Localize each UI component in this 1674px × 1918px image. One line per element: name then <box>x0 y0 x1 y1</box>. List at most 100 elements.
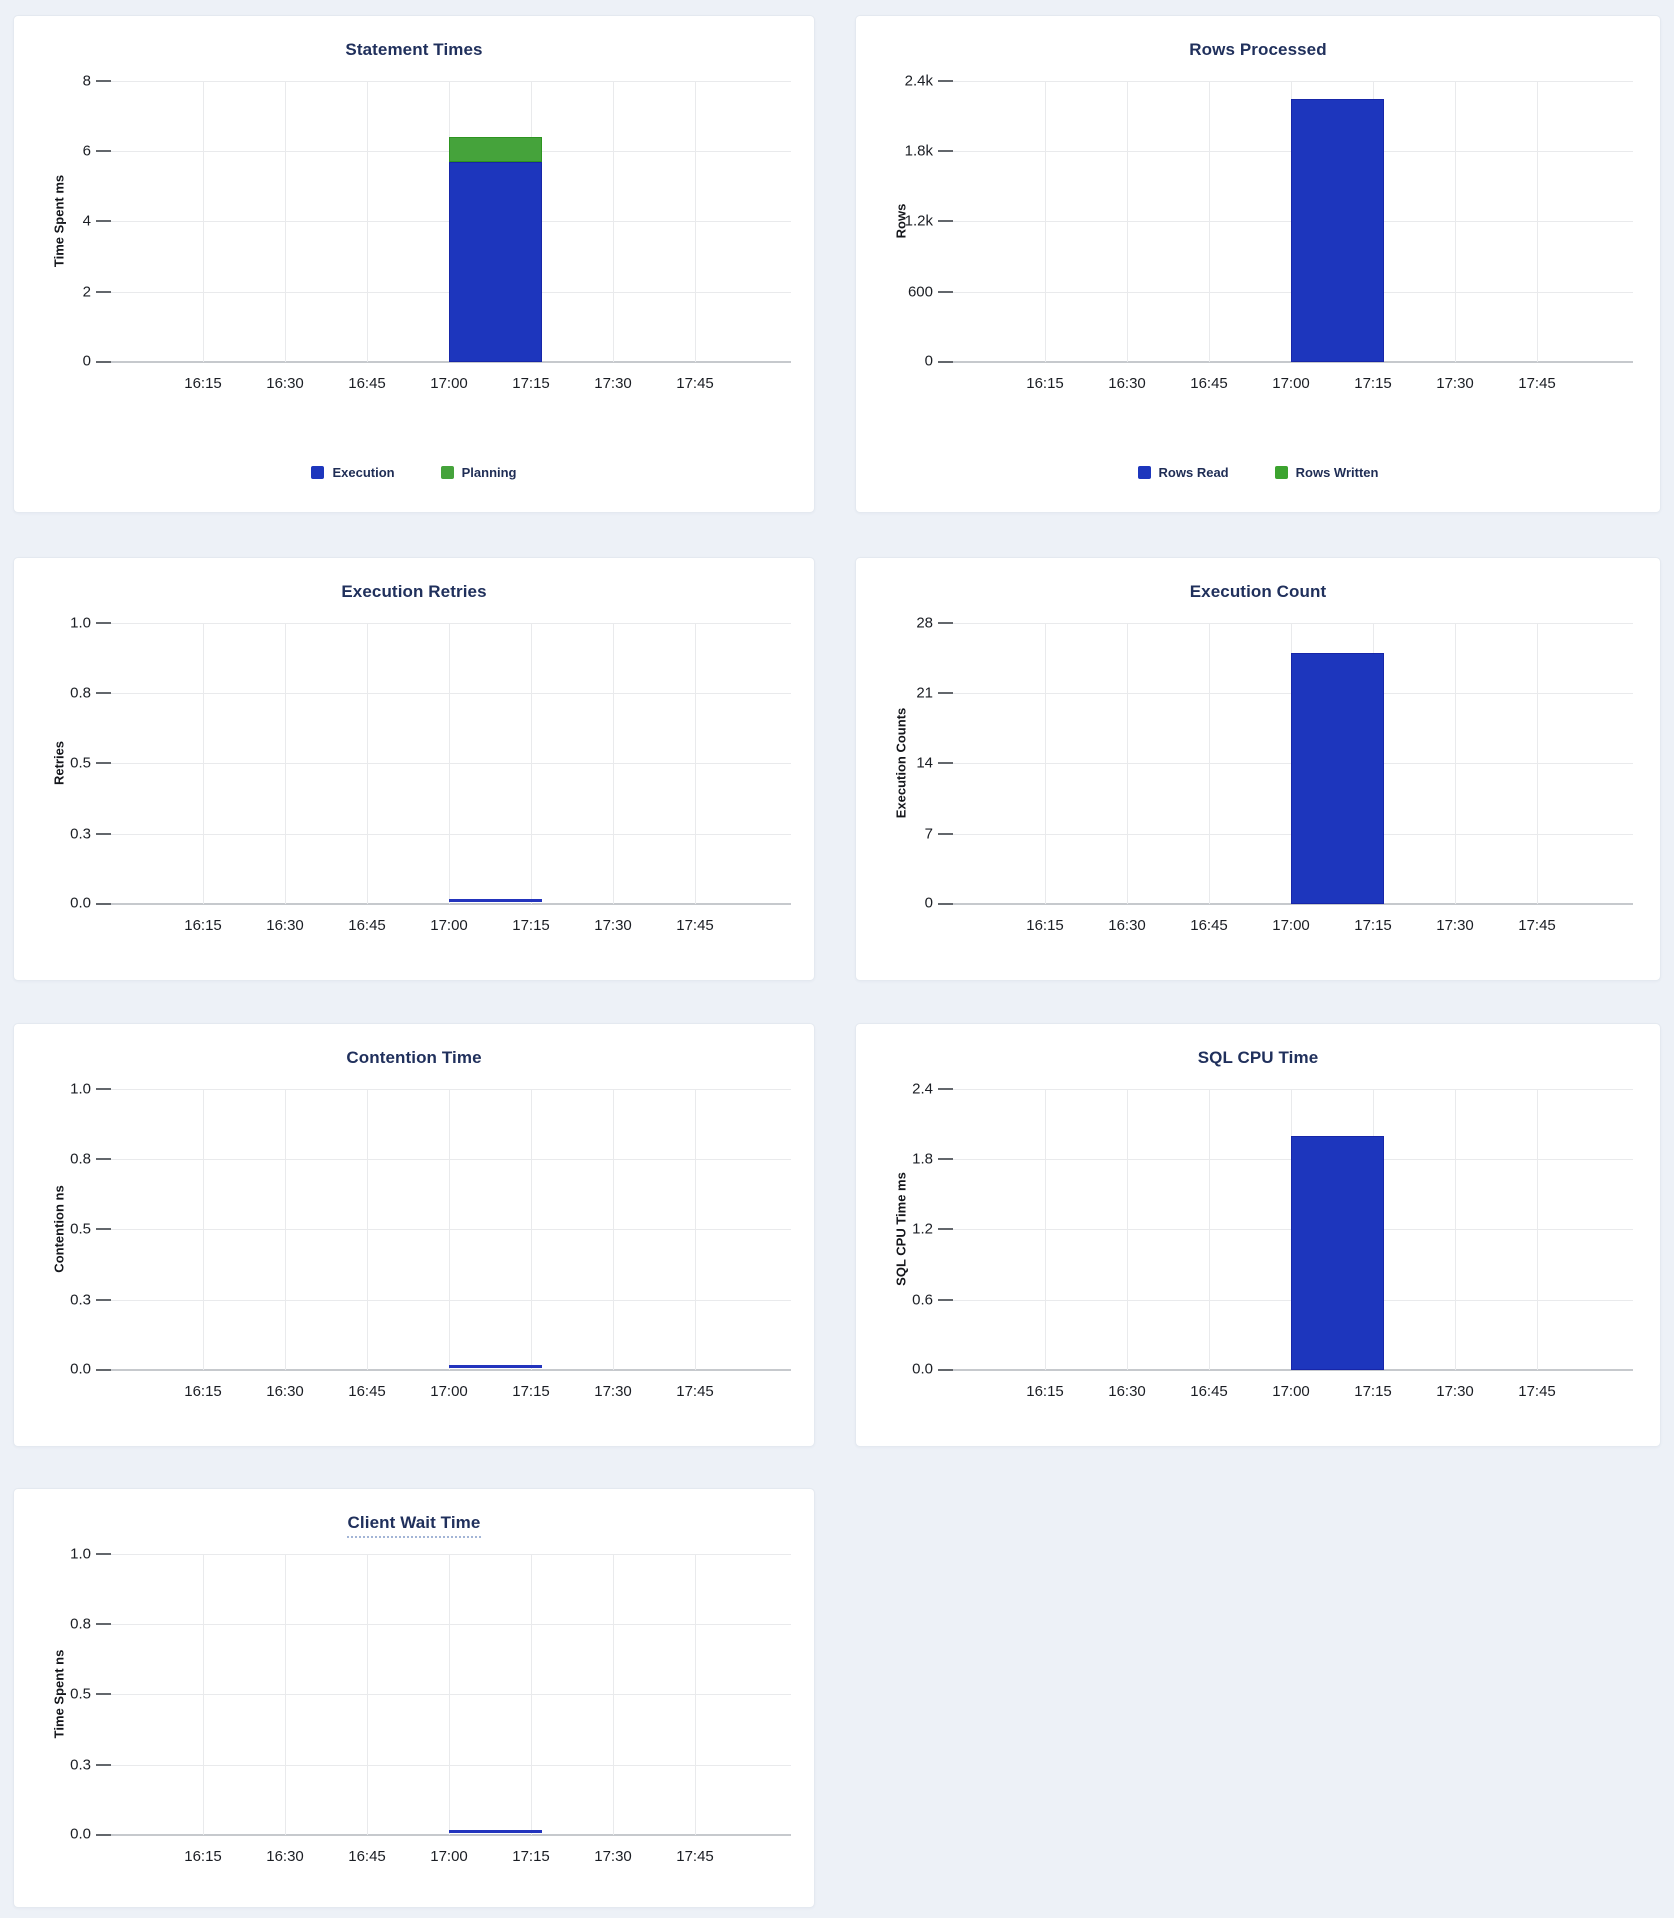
y-tick-label: 0.8 <box>70 1150 91 1168</box>
gridline <box>96 1299 791 1301</box>
x-tick-label: 17:00 <box>430 917 468 934</box>
x-tick-label: 17:15 <box>512 375 550 392</box>
gridline <box>449 1089 450 1370</box>
plot-area-execution-count[interactable]: Execution Counts 28 21 14 7 0 16:15 16:30 16:45… <box>894 615 1633 934</box>
y-tick-label: 2 <box>82 283 91 301</box>
x-tick-label: 16:30 <box>266 1848 304 1865</box>
chart-title-execution-count: Execution Count <box>856 558 1660 602</box>
x-tick-label: 16:45 <box>348 1848 386 1865</box>
chart-card-statement-times: Statement Times Time Spent ms 8 6 4 2 0 16:15… <box>13 15 815 513</box>
plot-area-statement-times[interactable]: Time Spent ms 8 6 4 2 0 16:15 16:30 16:45 17:00 1… <box>52 73 791 392</box>
chart-title-client-wait-time[interactable]: Client Wait Time <box>14 1489 814 1538</box>
x-tick-label: 17:30 <box>1436 1383 1474 1400</box>
chart-legend: Rows Read Rows Written <box>856 465 1660 480</box>
y-tick-label: 1.2k <box>904 212 933 230</box>
y-tick-label: 0.0 <box>70 1825 91 1843</box>
gridline <box>695 1554 696 1835</box>
y-axis-label: SQL CPU Time ms <box>893 1172 909 1286</box>
x-tick-label: 16:45 <box>1190 917 1228 934</box>
bar-rows-read <box>1291 98 1384 362</box>
x-tick-label: 17:45 <box>1518 1383 1556 1400</box>
y-tick-label: 2.4 <box>912 1080 933 1098</box>
chart-title-text: Execution Retries <box>341 582 487 601</box>
bar-sql-cpu-time <box>1291 1135 1384 1370</box>
plot-area-rows-processed[interactable]: Rows 2.4k 1.8k 1.2k 600 0 16:15 16:30 16:45 17:0… <box>894 73 1633 392</box>
legend-swatch-planning <box>440 466 454 479</box>
x-tick-label: 17:00 <box>430 1383 468 1400</box>
x-tick-label: 16:45 <box>1190 1383 1228 1400</box>
x-tick-label: 16:45 <box>348 917 386 934</box>
x-tick-label: 17:30 <box>594 375 632 392</box>
chart-card-sql-cpu-time: SQL CPU Time SQL CPU Time ms 2.4 1.8 1.2 0.… <box>855 1023 1661 1447</box>
x-tick-label: 16:15 <box>1026 917 1064 934</box>
y-tick-label: 6 <box>82 142 91 160</box>
y-axis-label: Execution Counts <box>893 707 909 819</box>
x-axis-line <box>96 1369 791 1371</box>
y-tick-label: 1.2 <box>912 1220 933 1238</box>
x-tick-label: 16:45 <box>348 375 386 392</box>
gridline <box>1045 1089 1046 1370</box>
legend-swatch-rows-written <box>1274 466 1288 479</box>
plot-area-contention-time[interactable]: Contention ns 1.0 0.8 0.5 0.3 0.0 16:15 16:30 1… <box>52 1081 791 1400</box>
chart-title-contention-time: Contention Time <box>14 1024 814 1068</box>
y-tick-label: 0.5 <box>70 1685 91 1703</box>
x-tick-label: 17:00 <box>1272 917 1310 934</box>
bar-planning <box>449 137 542 162</box>
gridline <box>613 1089 614 1370</box>
y-tick-label: 21 <box>916 684 933 702</box>
chart-card-rows-processed: Rows Processed Rows 2.4k 1.8k 1.2k 600 0 16:1… <box>855 15 1661 513</box>
gridline <box>938 80 1633 82</box>
x-tick-label: 17:45 <box>1518 375 1556 392</box>
gridline <box>96 1158 791 1160</box>
x-axis-line <box>938 903 1633 905</box>
x-tick-label: 17:15 <box>512 1848 550 1865</box>
legend-swatch-execution <box>311 466 325 479</box>
gridline <box>96 1088 791 1090</box>
chart-title-text-tooltip[interactable]: Client Wait Time <box>346 1513 482 1538</box>
y-tick-label: 0.8 <box>70 1615 91 1633</box>
x-axis-line <box>96 361 791 363</box>
plot-area-client-wait-time[interactable]: Time Spent ns 1.0 0.8 0.5 0.3 0.0 16:15 16:30 1… <box>52 1546 791 1865</box>
gridline <box>695 81 696 362</box>
gridline <box>1127 1089 1128 1370</box>
gridline <box>1209 1089 1210 1370</box>
x-tick-label: 16:45 <box>1190 375 1228 392</box>
y-tick-label: 0.3 <box>70 1756 91 1774</box>
x-tick-label: 17:15 <box>1354 917 1392 934</box>
gridline <box>285 81 286 362</box>
y-tick-label: 2.4k <box>904 72 933 90</box>
bar-execution <box>449 161 542 362</box>
plot-area-execution-retries[interactable]: Retries 1.0 0.8 0.5 0.3 0.0 16:15 16:30 16:45 17… <box>52 615 791 934</box>
gridline <box>96 1228 791 1230</box>
x-tick-label: 16:30 <box>266 1383 304 1400</box>
zero-value-line <box>449 1830 542 1833</box>
gridline <box>613 81 614 362</box>
x-tick-label: 17:30 <box>1436 375 1474 392</box>
gridline <box>1455 1089 1456 1370</box>
gridline <box>367 81 368 362</box>
gridline <box>203 1554 204 1835</box>
gridline <box>449 1554 450 1835</box>
y-tick-label: 0.3 <box>70 1291 91 1309</box>
gridline <box>203 623 204 904</box>
x-tick-label: 16:30 <box>1108 917 1146 934</box>
y-tick-label: 1.0 <box>70 1545 91 1563</box>
x-tick-label: 17:30 <box>594 917 632 934</box>
gridline <box>96 1764 791 1766</box>
y-tick-label: 0 <box>924 894 933 912</box>
gridline <box>367 1554 368 1835</box>
gridline <box>285 1554 286 1835</box>
gridline <box>695 623 696 904</box>
x-tick-label: 16:30 <box>266 917 304 934</box>
gridline <box>695 1089 696 1370</box>
gridline <box>285 623 286 904</box>
plot-area-sql-cpu-time[interactable]: SQL CPU Time ms 2.4 1.8 1.2 0.6 0.0 16:15 16:3… <box>894 1081 1633 1400</box>
chart-card-client-wait-time: Client Wait Time Time Spent ns 1.0 0.8 0.5… <box>13 1488 815 1908</box>
y-axis-label: Retries <box>51 740 67 786</box>
legend-label: Rows Written <box>1295 465 1379 480</box>
y-tick-label: 8 <box>82 72 91 90</box>
gridline <box>367 623 368 904</box>
gridline <box>1537 81 1538 362</box>
y-tick-label: 0.5 <box>70 754 91 772</box>
